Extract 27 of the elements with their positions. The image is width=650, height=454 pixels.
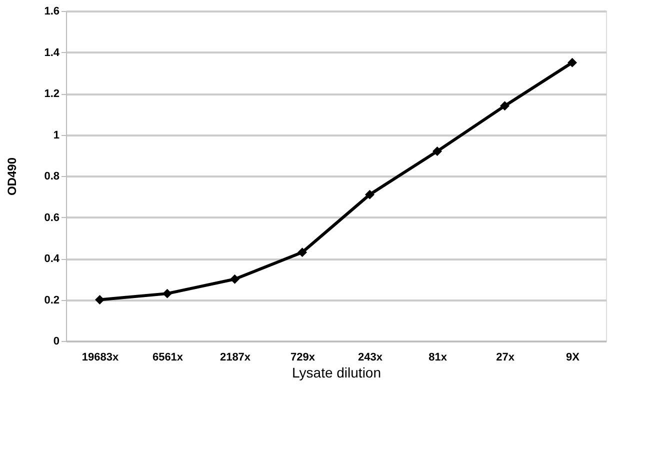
x-tick-label: 27x (496, 352, 516, 364)
y-tick-label: 0.6 (44, 212, 60, 224)
x-tick-label: 729x (290, 352, 316, 364)
point (95, 295, 104, 304)
y-tick-label: 0 (53, 336, 60, 348)
y-tick-label: 0.8 (44, 170, 60, 182)
x-tick-label: 243x (358, 352, 384, 364)
y-tick-label: 1.2 (44, 88, 60, 100)
x-tick-label: 2187x (220, 352, 252, 364)
point (365, 190, 374, 200)
x-tick-label: 6561x (152, 352, 184, 364)
x-tick-label: 81x (428, 352, 448, 364)
y-tick-label: 1.4 (44, 46, 60, 59)
point (432, 146, 442, 156)
x-axis-title: Lysate dilution (292, 364, 381, 380)
x-tick-label: 9X (566, 352, 580, 364)
point (162, 288, 172, 298)
y-axis-title: OD490 (5, 157, 20, 196)
y-tick-label: 1.6 (44, 6, 60, 18)
point (500, 101, 510, 111)
y-tick-label: 0.2 (44, 294, 60, 306)
point (230, 274, 240, 284)
y-tick-label: 1 (53, 129, 60, 142)
point (568, 58, 577, 68)
y-tick-label: 0.4 (44, 253, 60, 265)
x-tick-label: 19683x (82, 352, 120, 364)
point (298, 248, 307, 258)
